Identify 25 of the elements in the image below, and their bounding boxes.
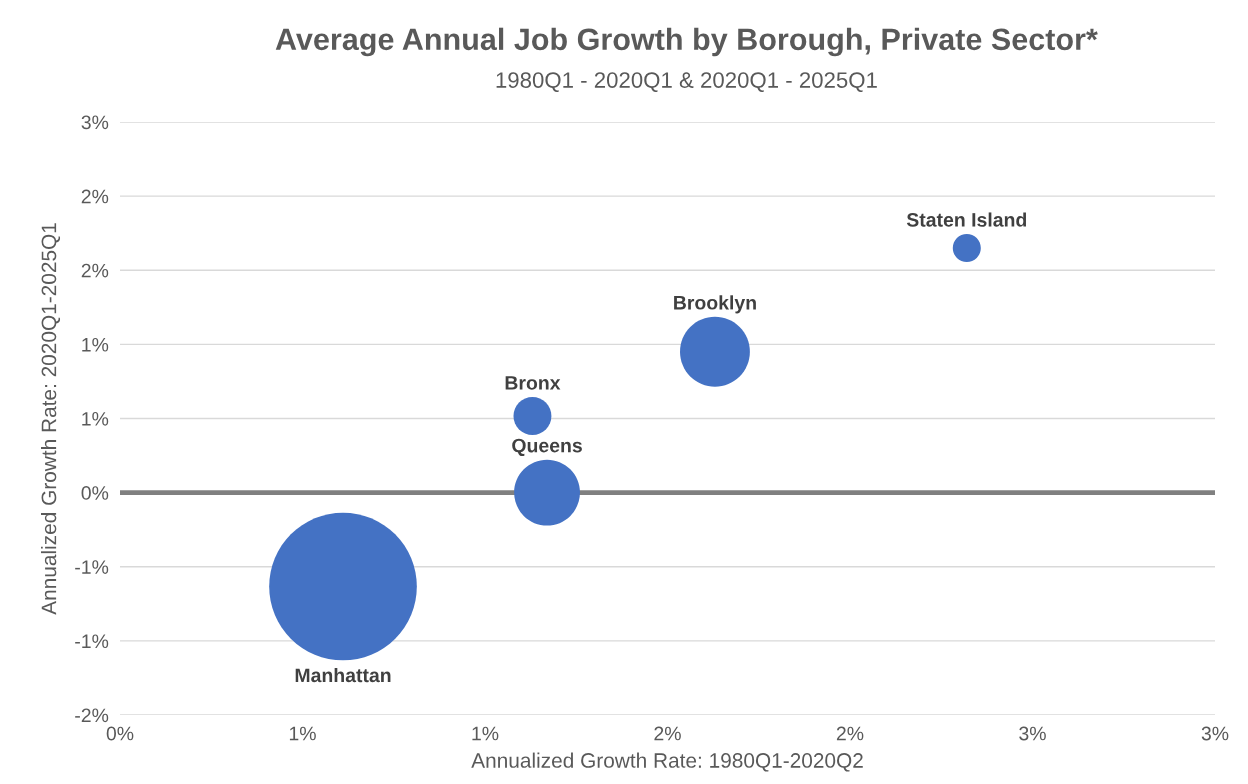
series-label: Manhattan [295, 667, 391, 683]
y-tick-label: 1% [82, 412, 109, 426]
chart-subtitle: 1980Q1 - 2020Q1 & 2020Q1 - 2025Q1 [496, 72, 877, 92]
y-tick-label: 2% [81, 189, 109, 204]
y-tick-label: 1% [82, 337, 109, 352]
x-tick-label: 3% [1019, 726, 1046, 741]
x-tick-label: 2% [654, 726, 681, 741]
x-tick-label: 1% [289, 726, 316, 741]
x-tick-label: 0% [106, 726, 134, 741]
series-label: Bronx [505, 376, 561, 390]
chart-title: Average Annual Job Growth by Borough, Private Sector* [275, 27, 1098, 57]
x-tick-label: 1% [472, 726, 499, 741]
x-axis-title: Annualized Growth Rate: 1980Q1-2020Q2 [471, 752, 863, 772]
x-tick-label: 2% [836, 726, 864, 741]
series-label: Staten Island [906, 212, 1027, 227]
y-tick-label: 3% [81, 115, 109, 130]
y-tick-label: -1% [75, 634, 109, 649]
y-tick-label: -2% [75, 708, 109, 723]
y-tick-label: 0% [81, 486, 109, 500]
y-axis-title: Annualized Growth Rate: 2020Q1-2025Q1 [41, 223, 61, 615]
x-tick-label: 3% [1201, 726, 1229, 741]
series-label: Brooklyn [674, 295, 756, 314]
series-label: Queens [512, 438, 582, 457]
y-tick-label: 2% [81, 263, 109, 278]
y-tick-label: -1% [75, 560, 109, 574]
